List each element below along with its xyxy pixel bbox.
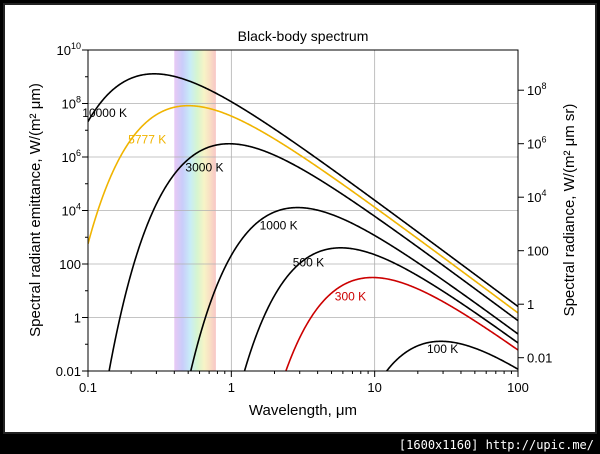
y-tick-label: 108 bbox=[62, 95, 81, 112]
series-label-3000k: 3000 K bbox=[185, 160, 223, 174]
right-y-axis: 0.01 1 100 104 106 108 bbox=[518, 81, 552, 366]
right-y-tick-label: 100 bbox=[527, 244, 549, 259]
right-y-axis-label: Spectral radiance, W/(m² μm sr) bbox=[561, 104, 578, 317]
x-tick-label: 100 bbox=[507, 380, 529, 395]
x-tick-label: 1 bbox=[228, 380, 235, 395]
y-tick-label: 1 bbox=[74, 311, 81, 326]
right-y-tick-label: 106 bbox=[527, 135, 546, 152]
series-line-300k bbox=[285, 276, 518, 371]
y-tick-label: 1010 bbox=[57, 41, 81, 58]
series-line-3000k bbox=[108, 142, 518, 371]
series-label-300k: 300 K bbox=[335, 289, 366, 303]
series-line-5777k bbox=[88, 104, 518, 314]
y-tick-label: 106 bbox=[62, 148, 81, 165]
series-label-5777k: 5777 K bbox=[128, 133, 166, 147]
image-footer: [1600x1160] http://upic.me/ bbox=[398, 438, 594, 452]
left-y-axis: 0.01 1 100 104 106 108 1010 bbox=[56, 41, 88, 379]
series-label-10000k: 10000 K bbox=[82, 106, 127, 120]
y-tick-label: 104 bbox=[62, 202, 81, 219]
series-line-500k bbox=[243, 247, 518, 371]
y-tick-label: 0.01 bbox=[56, 364, 81, 379]
series-label-1000k: 1000 K bbox=[260, 218, 298, 232]
x-tick-label: 0.1 bbox=[79, 380, 97, 395]
right-y-tick-label: 0.01 bbox=[527, 351, 552, 366]
series-curves bbox=[88, 73, 518, 371]
y-tick-label: 100 bbox=[59, 257, 81, 272]
series-line-100k bbox=[385, 340, 518, 371]
chart-frame: 0.1 1 10 100 0.01 1 100 104 106 108 1010 0.01 1 100… bbox=[3, 3, 597, 434]
series-label-500k: 500 K bbox=[293, 256, 324, 270]
series-line-1000k bbox=[189, 206, 518, 371]
series-line-10000k bbox=[88, 73, 518, 308]
x-tick-label: 10 bbox=[367, 380, 381, 395]
x-axis: 0.1 1 10 100 bbox=[79, 371, 529, 395]
right-y-tick-label: 1 bbox=[527, 297, 534, 312]
left-y-axis-label: Spectral radiant emittance, W/(m² μm) bbox=[27, 83, 44, 337]
right-y-tick-label: 104 bbox=[527, 188, 546, 205]
right-y-tick-label: 108 bbox=[527, 81, 546, 98]
chart-title: Black-body spectrum bbox=[238, 28, 369, 44]
x-axis-label: Wavelength, μm bbox=[249, 402, 357, 419]
series-label-100k: 100 K bbox=[427, 342, 458, 356]
